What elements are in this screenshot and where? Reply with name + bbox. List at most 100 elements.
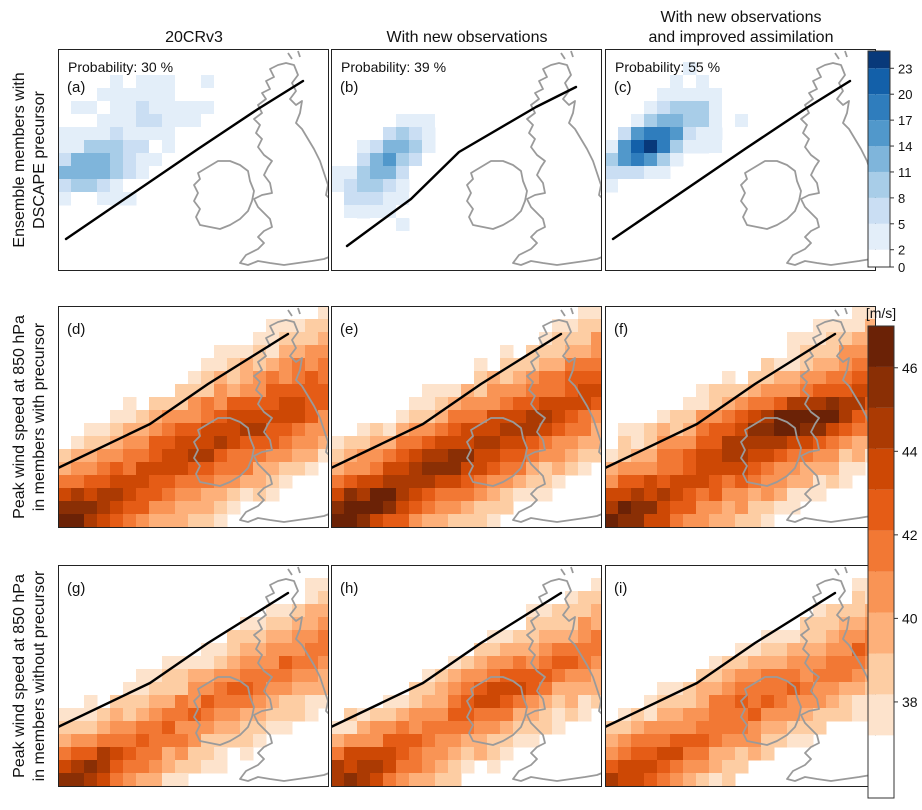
heatmap-cell bbox=[839, 682, 853, 696]
heatmap-cell bbox=[591, 306, 605, 320]
heatmap-cell bbox=[123, 449, 137, 463]
heatmap-cell bbox=[670, 153, 684, 167]
row-labels: Ensemble members with DSCAPE precursorPea… bbox=[11, 72, 48, 781]
heatmap-cell bbox=[839, 384, 853, 398]
heatmap-cell bbox=[761, 140, 775, 154]
heatmap-cell bbox=[344, 475, 358, 489]
heatmap-cell bbox=[149, 747, 163, 761]
heatmap-cell bbox=[565, 410, 579, 424]
heatmap-cell bbox=[618, 270, 632, 284]
heatmap-cell bbox=[644, 786, 658, 800]
heatmap-cell bbox=[774, 643, 788, 657]
heatmap-cell bbox=[578, 332, 592, 346]
heatmap-cell bbox=[136, 488, 150, 502]
heatmap-cell bbox=[657, 786, 671, 800]
column-title: With new observations and improved assimi… bbox=[649, 9, 834, 46]
heatmap-cell bbox=[591, 617, 605, 631]
heatmap-cell bbox=[357, 192, 371, 206]
heatmap-cell bbox=[800, 475, 814, 489]
heatmap-cell bbox=[240, 423, 254, 437]
heatmap-cell bbox=[774, 397, 788, 411]
heatmap-cell bbox=[813, 643, 827, 657]
heatmap-cell bbox=[539, 270, 553, 284]
heatmap-cell bbox=[826, 423, 840, 437]
heatmap-cell bbox=[683, 514, 697, 528]
heatmap-cell bbox=[761, 514, 775, 528]
heatmap-cell bbox=[136, 75, 150, 89]
heatmap-cell bbox=[787, 332, 801, 346]
heatmap-cell bbox=[683, 397, 697, 411]
colorbar-segment bbox=[868, 120, 890, 146]
heatmap-cell bbox=[852, 371, 866, 385]
heatmap-cell bbox=[370, 475, 384, 489]
heatmap-cell bbox=[618, 436, 632, 450]
heatmap-cell bbox=[149, 153, 163, 167]
heatmap-cell bbox=[149, 270, 163, 284]
heatmap-cell bbox=[409, 449, 423, 463]
heatmap-cell bbox=[344, 773, 358, 787]
heatmap-cell bbox=[136, 101, 150, 115]
colorbar-tick-label: 8 bbox=[898, 191, 905, 206]
heatmap-cell bbox=[422, 436, 436, 450]
heatmap-cell bbox=[214, 501, 228, 515]
heatmap-cell bbox=[227, 643, 241, 657]
heatmap-cell bbox=[110, 527, 124, 541]
heatmap-cell bbox=[618, 114, 632, 128]
heatmap-cell bbox=[761, 436, 775, 450]
heatmap-cell bbox=[305, 332, 319, 346]
heatmap-cell bbox=[357, 153, 371, 167]
heatmap-cell bbox=[71, 527, 85, 541]
heatmap-cell bbox=[370, 127, 384, 141]
heatmap-cell bbox=[279, 721, 293, 735]
heatmap-cell bbox=[331, 475, 345, 489]
heatmap-cell bbox=[605, 773, 619, 787]
heatmap-cell bbox=[318, 345, 332, 359]
heatmap-cell bbox=[214, 423, 228, 437]
heatmap-cell bbox=[84, 773, 98, 787]
heatmap-cell bbox=[722, 449, 736, 463]
heatmap-cell bbox=[852, 695, 866, 709]
heatmap-cell bbox=[748, 514, 762, 528]
heatmap-cell bbox=[71, 436, 85, 450]
heatmap-cell bbox=[422, 423, 436, 437]
heatmap-cell bbox=[370, 773, 384, 787]
heatmap-cell bbox=[409, 231, 423, 245]
heatmap-cell bbox=[591, 384, 605, 398]
heatmap-cell bbox=[526, 462, 540, 476]
heatmap-cell bbox=[852, 179, 866, 193]
heatmap-cell bbox=[214, 192, 228, 206]
heatmap-cell bbox=[826, 384, 840, 398]
heatmap-cell bbox=[787, 656, 801, 670]
colorbar-segment bbox=[868, 490, 894, 531]
heatmap-cell bbox=[839, 319, 853, 333]
heatmap-cell bbox=[709, 734, 723, 748]
heatmap-cell bbox=[500, 397, 514, 411]
heatmap-cell bbox=[683, 218, 697, 232]
heatmap-cell bbox=[383, 501, 397, 515]
heatmap-cell bbox=[435, 721, 449, 735]
heatmap-cell bbox=[279, 140, 293, 154]
heatmap-cell bbox=[162, 127, 176, 141]
heatmap-cell bbox=[696, 140, 710, 154]
heatmap-cell bbox=[513, 488, 527, 502]
heatmap-cell bbox=[84, 734, 98, 748]
heatmap-cell bbox=[500, 88, 514, 102]
heatmap-cell bbox=[631, 140, 645, 154]
heatmap-cell bbox=[774, 501, 788, 515]
heatmap-cell bbox=[292, 319, 306, 333]
heatmap-cell bbox=[344, 747, 358, 761]
heatmap-cell bbox=[696, 114, 710, 128]
heatmap-cell bbox=[71, 153, 85, 167]
heatmap-cell bbox=[787, 218, 801, 232]
heatmap-cell bbox=[852, 332, 866, 346]
heatmap-cell bbox=[448, 747, 462, 761]
heatmap-cell bbox=[787, 423, 801, 437]
heatmap-cell bbox=[513, 475, 527, 489]
heatmap-cell bbox=[136, 527, 150, 541]
heatmap-cell bbox=[214, 114, 228, 128]
heatmap-cell bbox=[683, 773, 697, 787]
heatmap-cell bbox=[552, 695, 566, 709]
heatmap-cell bbox=[58, 527, 72, 541]
heatmap-cell bbox=[500, 682, 514, 696]
heatmap-cell bbox=[175, 695, 189, 709]
